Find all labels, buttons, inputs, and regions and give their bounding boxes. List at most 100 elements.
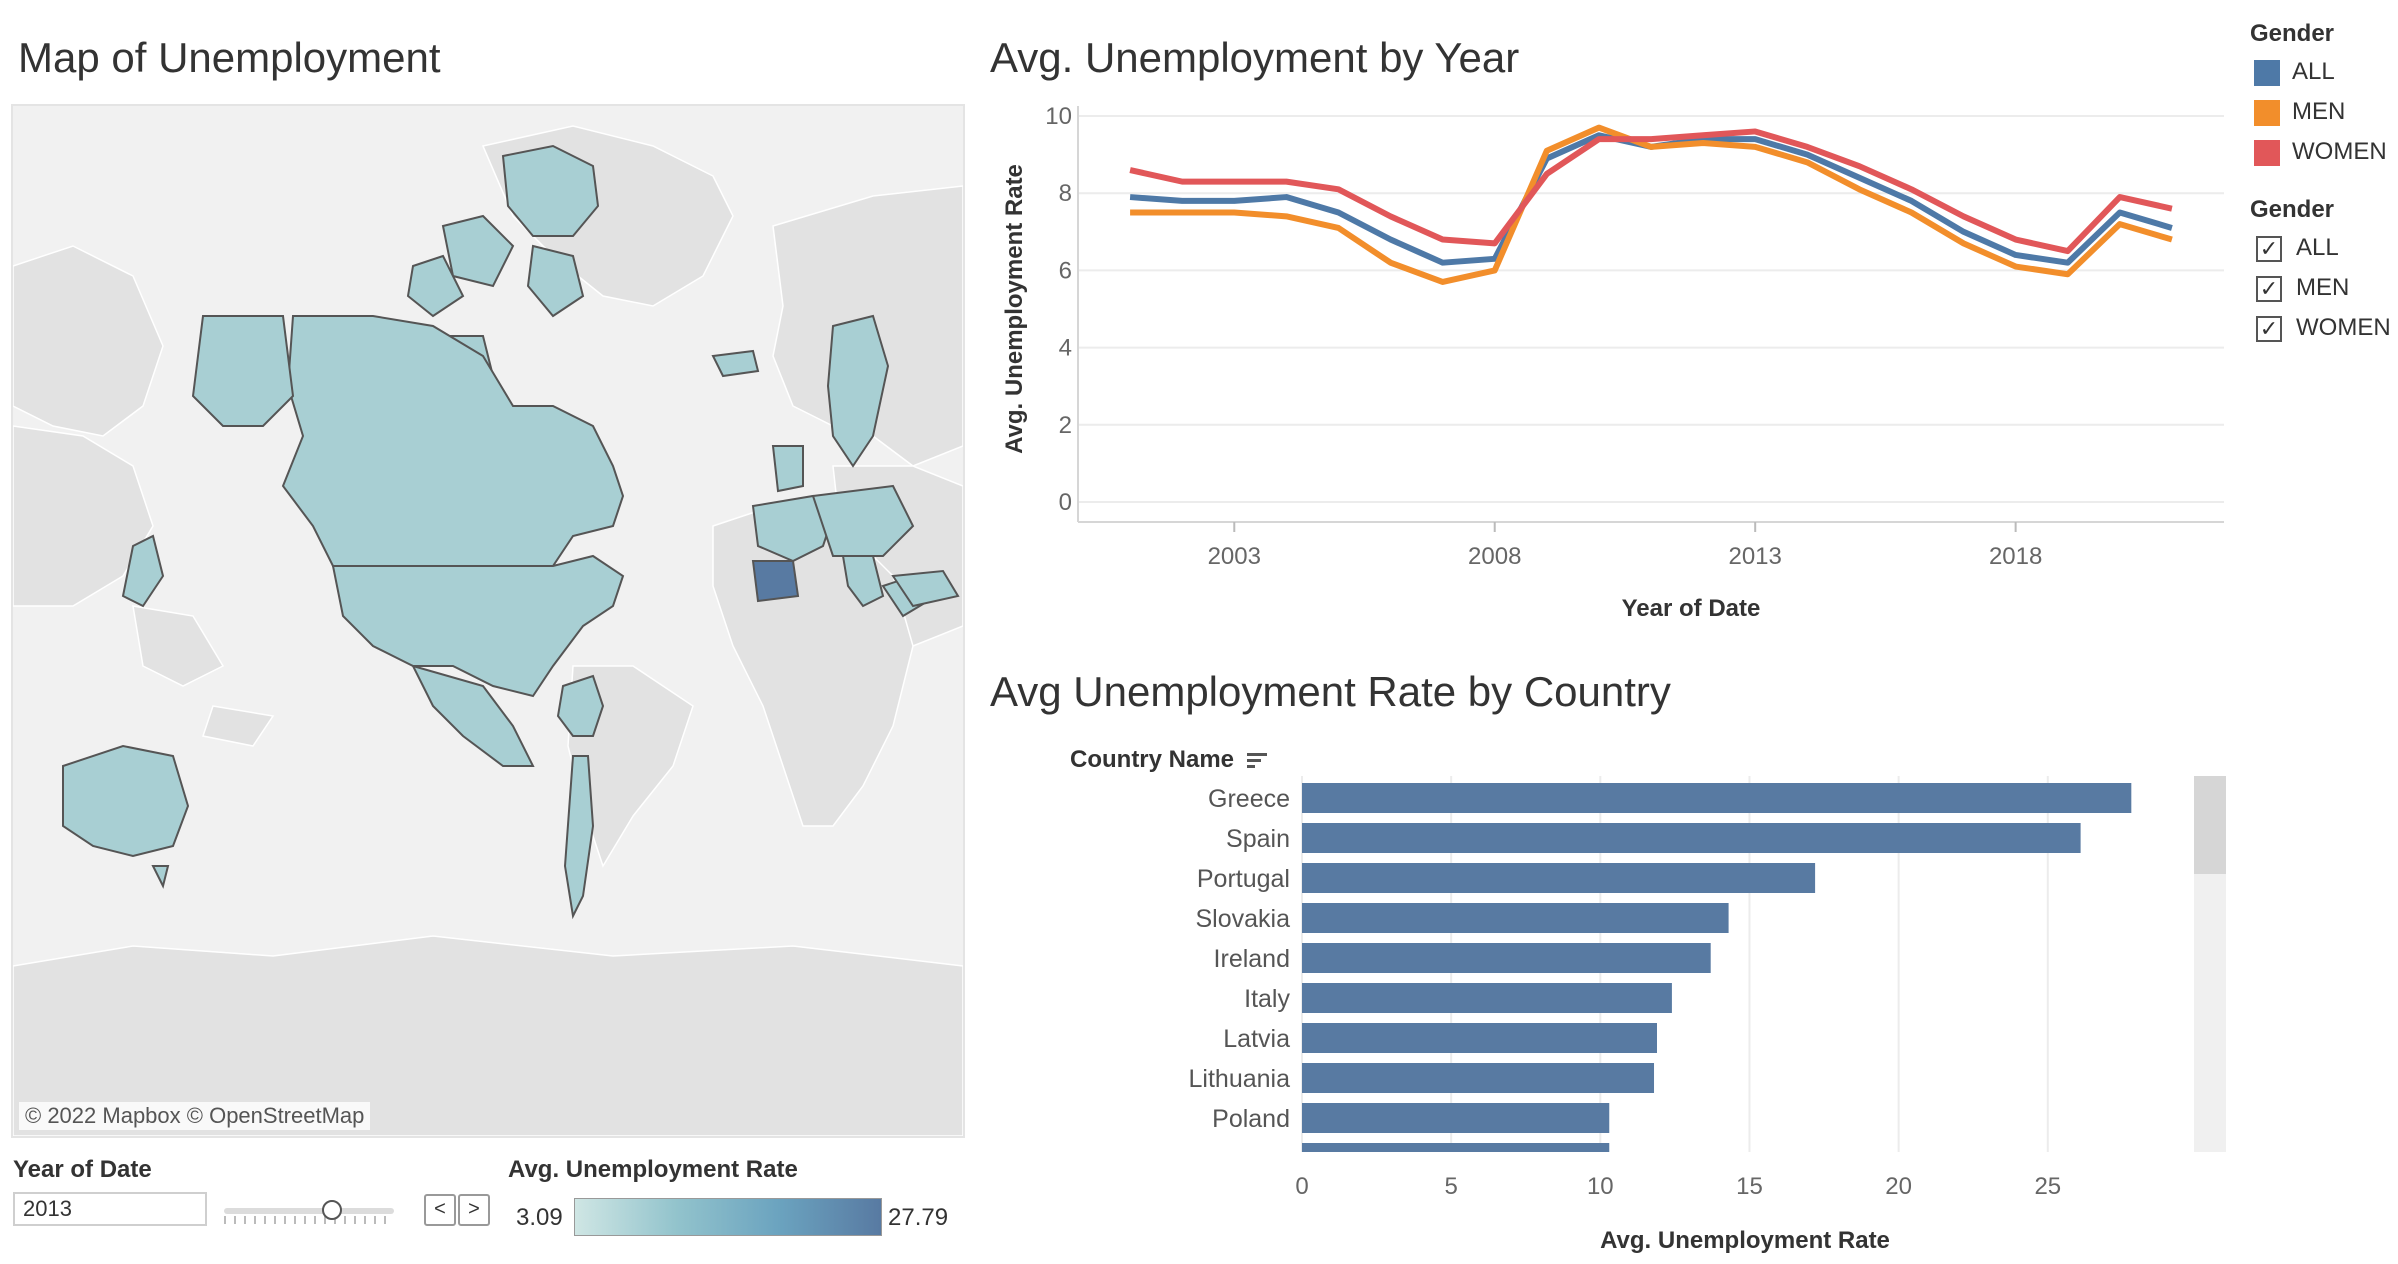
country-label: Poland <box>1212 1105 1290 1133</box>
country-name-header[interactable]: Country Name <box>1070 746 1269 774</box>
legend-label-all[interactable]: ALL <box>2292 58 2335 85</box>
map-title: Map of Unemployment <box>18 34 441 81</box>
country-label: Spain <box>1226 825 1290 853</box>
color-legend-max: 27.79 <box>888 1204 949 1231</box>
country-label: Italy <box>1244 985 1290 1013</box>
japan[interactable] <box>121 534 165 608</box>
y-tick-label: 10 <box>1045 103 1072 130</box>
canada-arctic-3 <box>406 254 465 318</box>
filter-checkbox-men[interactable]: ✓ <box>2256 276 2282 302</box>
country-name-header-label: Country Name <box>1070 746 1235 773</box>
legend-swatch-women[interactable] <box>2254 140 2280 166</box>
line-chart-title: Avg. Unemployment by Year <box>990 34 1520 81</box>
prev-year-button[interactable]: < <box>424 1194 456 1226</box>
chile[interactable] <box>563 755 595 920</box>
se-asia <box>132 605 225 687</box>
y-axis-label: Avg. Unemployment Rate <box>1001 164 1028 454</box>
country-label: Latvia <box>1223 1025 1290 1053</box>
land-selected <box>62 144 960 920</box>
country-label: Lithuania <box>1189 1065 1291 1093</box>
filter-checkbox-all[interactable]: ✓ <box>2256 236 2282 262</box>
x-axis-label: Year of Date <box>1622 595 1761 622</box>
usa[interactable] <box>331 554 625 698</box>
x-tick-label: 0 <box>1295 1173 1308 1200</box>
filter-checkbox-women[interactable]: ✓ <box>2256 316 2282 342</box>
year-slider-track[interactable] <box>224 1208 394 1214</box>
bar-ireland <box>1302 943 1711 973</box>
bar-x-axis-label: Avg. Unemployment Rate <box>1600 1227 1890 1254</box>
x-tick-label: 25 <box>2034 1173 2061 1200</box>
australia[interactable] <box>62 744 190 858</box>
country-label: Ireland <box>1214 945 1290 973</box>
italy[interactable] <box>841 555 885 608</box>
canada-arctic-4 <box>526 244 585 318</box>
canada-arctic-2 <box>441 214 515 288</box>
mexico[interactable] <box>411 664 535 767</box>
chevron-right-icon: > <box>468 1198 480 1220</box>
bar-lithuania <box>1302 1063 1655 1093</box>
legend-label-women[interactable]: WOMEN <box>2292 138 2387 165</box>
y-tick-label: 2 <box>1059 412 1072 439</box>
x-tick-label: 2018 <box>1989 543 2042 570</box>
legend-swatch-all[interactable] <box>2254 60 2280 86</box>
country-label: Slovakia <box>1196 905 1291 933</box>
y-tick-label: 0 <box>1059 489 1072 516</box>
bar-latvia <box>1302 1023 1657 1053</box>
x-tick-label: 2003 <box>1208 543 1261 570</box>
world-map-svg <box>13 106 963 1136</box>
series-line-men <box>1130 124 2173 285</box>
east-russia <box>13 245 164 437</box>
bar-chart-title: Avg Unemployment Rate by Country <box>990 668 1671 715</box>
filter-label-all[interactable]: ALL <box>2296 234 2339 261</box>
map-attribution: © 2022 Mapbox © OpenStreetMap <box>19 1102 371 1130</box>
spain[interactable] <box>751 560 800 603</box>
x-tick-label: 2008 <box>1468 543 1521 570</box>
sort-icon[interactable] <box>1246 752 1269 770</box>
x-tick-label: 15 <box>1736 1173 1763 1200</box>
unemployment-map[interactable]: © 2022 Mapbox © OpenStreetMap <box>11 104 965 1138</box>
legend-label-men[interactable]: MEN <box>2292 98 2346 125</box>
country-label: Greece <box>1208 785 1290 813</box>
year-label: Year of Date <box>13 1156 152 1183</box>
new-zealand[interactable] <box>151 865 170 889</box>
x-tick-label: 20 <box>1885 1173 1912 1200</box>
y-tick-label: 4 <box>1059 335 1072 362</box>
iceland[interactable] <box>711 349 760 378</box>
scandinavia[interactable] <box>826 314 890 468</box>
antarctica <box>13 935 963 1136</box>
year-slider-thumb[interactable] <box>322 1200 342 1220</box>
uk[interactable] <box>771 445 804 493</box>
colombia[interactable] <box>556 674 605 737</box>
color-legend-gender-title: Gender <box>2250 20 2335 47</box>
bar-chart-scroll-thumb[interactable] <box>2194 776 2226 874</box>
canada-arctic-1 <box>501 144 600 237</box>
filter-label-men[interactable]: MEN <box>2296 274 2350 301</box>
series-line-women <box>1129 128 2173 255</box>
turkey[interactable] <box>891 569 960 608</box>
year-slider-ticks <box>224 1216 394 1224</box>
legend-swatch-men[interactable] <box>2254 100 2280 126</box>
bar-poland <box>1302 1103 1610 1133</box>
year-input[interactable]: 2013 <box>13 1192 207 1226</box>
bar-greece <box>1302 783 2132 813</box>
alaska[interactable] <box>191 315 295 427</box>
color-legend-title: Avg. Unemployment Rate <box>508 1156 798 1183</box>
bar-portugal <box>1302 863 1816 893</box>
chevron-left-icon: < <box>434 1198 446 1220</box>
filter-label-women[interactable]: WOMEN <box>2296 314 2391 341</box>
x-tick-label: 5 <box>1444 1173 1457 1200</box>
line-chart[interactable]: 0 2 4 6 8 10 2003 2008 2013 2018 Year of Date Avg. … <box>0 0 2398 640</box>
bar-group: Greece Spain Portugal Slovakia Ireland Italy L… <box>1189 783 2132 1152</box>
y-tick-label: 6 <box>1059 257 1072 284</box>
country-label: Portugal <box>1197 865 1290 893</box>
canada[interactable] <box>281 315 625 567</box>
x-tick-label: 10 <box>1587 1173 1614 1200</box>
bar-partial-next <box>1302 1143 1610 1152</box>
indonesia <box>202 705 275 747</box>
central-europe[interactable] <box>811 484 915 557</box>
color-legend-min: 3.09 <box>516 1204 563 1231</box>
bar-italy <box>1302 983 1672 1013</box>
bar-slovakia <box>1302 903 1729 933</box>
next-year-button[interactable]: > <box>458 1194 490 1226</box>
